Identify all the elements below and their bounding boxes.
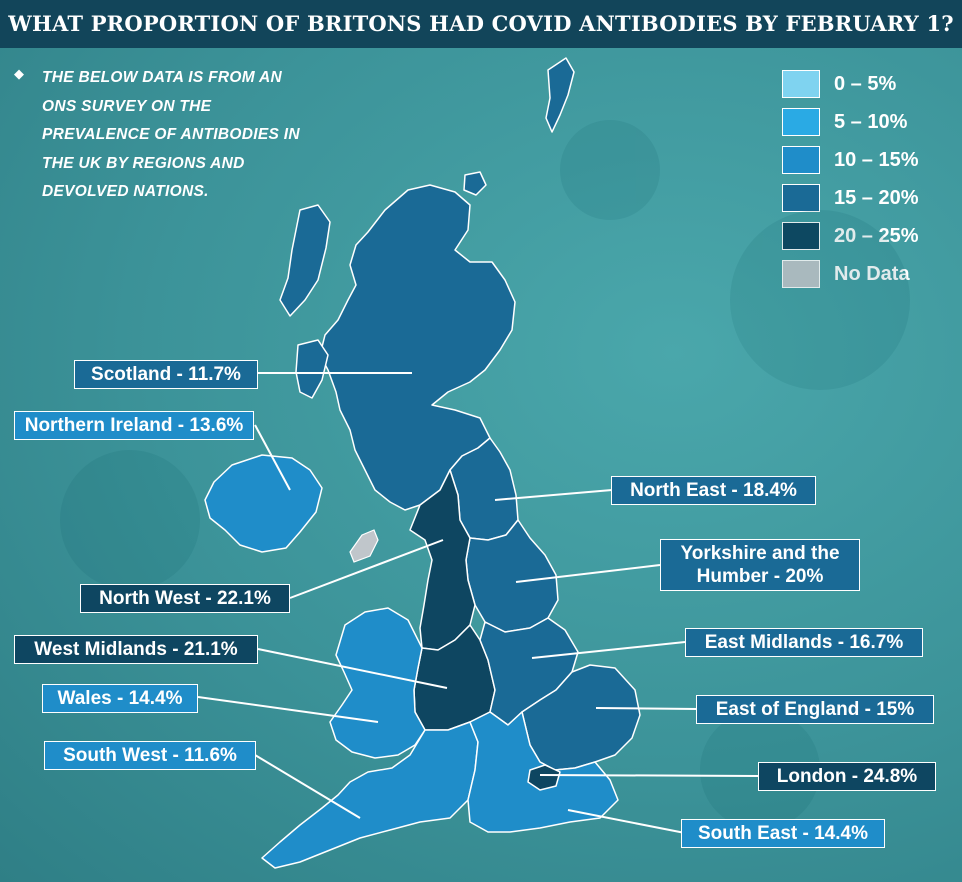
- region-scotland-islands[interactable]: [463, 171, 487, 196]
- region-label-south-east: South East - 14.4%: [681, 819, 885, 848]
- legend-label: 10 – 15%: [834, 149, 919, 171]
- legend-swatch: [782, 184, 820, 212]
- legend-swatch: [782, 108, 820, 136]
- title-bar: [0, 0, 962, 48]
- region-label-wales: Wales - 14.4%: [42, 684, 198, 713]
- legend-label: 0 – 5%: [834, 73, 897, 95]
- region-label-scotland: Scotland - 11.7%: [74, 360, 258, 389]
- page-title: WHAT PROPORTION OF BRITONS HAD COVID ANT…: [8, 11, 954, 36]
- region-label-north-east: North East - 18.4%: [611, 476, 816, 505]
- region-northern-ireland[interactable]: [204, 454, 323, 553]
- legend-swatch: [782, 70, 820, 98]
- region-scotland-islands[interactable]: [545, 57, 575, 133]
- region-label-yorkshire: Yorkshire and the Humber - 20%: [660, 539, 860, 591]
- region-label-north-west: North West - 22.1%: [80, 584, 290, 613]
- region-london[interactable]: [527, 764, 561, 791]
- legend-label: 15 – 20%: [834, 187, 919, 209]
- region-label-northern-ireland: Northern Ireland - 13.6%: [14, 411, 254, 440]
- region-label-west-midlands: West Midlands - 21.1%: [14, 635, 258, 664]
- isle-of-man-no-data: [349, 529, 379, 563]
- virus-background: [60, 120, 910, 830]
- region-wales[interactable]: [329, 607, 426, 759]
- region-scotland-islands[interactable]: [295, 339, 329, 399]
- legend-swatch: [782, 146, 820, 174]
- region-label-london: London - 24.8%: [758, 762, 936, 791]
- region-scotland-islands[interactable]: [279, 204, 331, 317]
- region-label-east-midlands: East Midlands - 16.7%: [685, 628, 923, 657]
- region-label-east-of-england: East of England - 15%: [696, 695, 934, 724]
- legend-swatch: [782, 222, 820, 250]
- legend-label: 5 – 10%: [834, 111, 908, 133]
- legend-label: No Data: [834, 263, 910, 286]
- legend-label: 20 – 25%: [834, 225, 919, 247]
- intro-text: The below data is from an ONS survey on …: [42, 69, 300, 200]
- legend-swatch: [782, 260, 820, 288]
- region-label-south-west: South West - 11.6%: [44, 741, 256, 770]
- leader-lines: [197, 372, 759, 834]
- diamond-bullet-icon: ◆: [14, 66, 24, 81]
